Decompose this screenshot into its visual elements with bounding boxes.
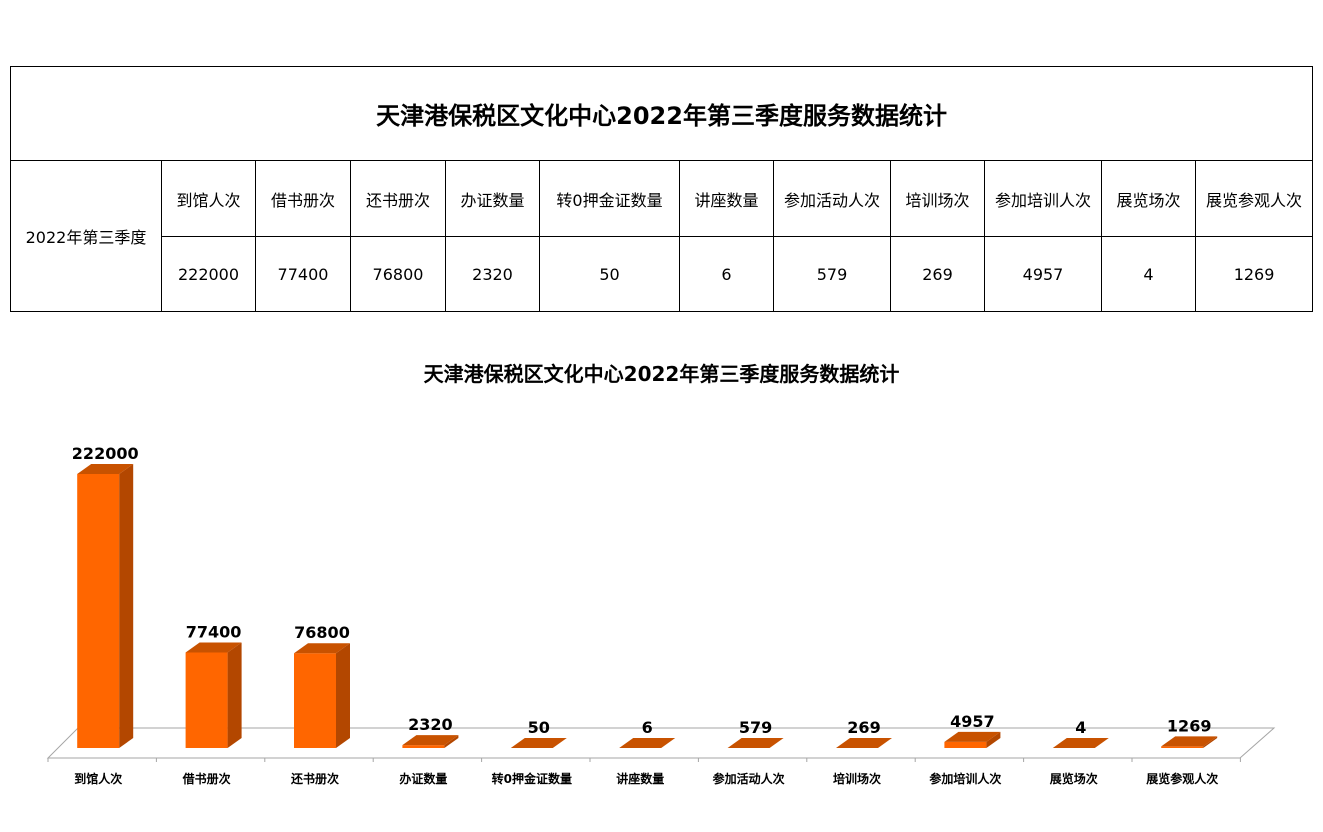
category-label: 办证数量 [399,771,447,786]
bar-value-label: 76800 [294,623,350,642]
period-cell: 2022年第三季度 [10,160,162,312]
bar-value-label: 77400 [186,622,242,641]
bar-top [944,731,1001,742]
bar-top [77,464,134,474]
bar-front [1161,746,1204,748]
bar-top [185,642,242,653]
bar-front [294,653,336,748]
category-label: 借书册次 [182,771,231,786]
table-value-row: 222000 77400 76800 2320 50 6 579 269 495… [11,236,1314,312]
chart-title: 天津港保税区文化中心2022年第三季度服务数据统计 [423,362,900,386]
bar-front [77,474,120,748]
value-cell: 2320 [445,236,540,312]
table-header-row: 2022年第三季度 到馆人次 借书册次 还书册次 办证数量 转0押金证数量 讲座… [10,160,1314,312]
category-label: 转0押金证数量 [492,771,572,786]
value-cell: 6 [679,236,774,312]
category-label: 讲座数量 [616,771,664,786]
bar-top [1052,738,1109,748]
value-cell: 1269 [1194,236,1314,312]
stats-table: 天津港保税区文化中心2022年第三季度服务数据统计 2022年第三季度 到馆人次… [9,66,1314,312]
value-cell: 579 [773,236,891,312]
bar-front [402,745,445,748]
bar-value-label: 2320 [408,715,453,734]
bar-value-label: 4957 [950,712,995,731]
value-cell: 269 [890,236,985,312]
category-label: 到馆人次 [74,771,122,786]
bar-side [336,643,350,748]
header-cell: 参加培训人次 [984,160,1102,237]
value-cell: 77400 [255,236,351,312]
category-label: 参加活动人次 [713,771,785,786]
bar-side [444,735,459,748]
bar-side [1203,736,1218,748]
header-cell: 讲座数量 [679,160,774,237]
bar-top [510,738,567,748]
table-title: 天津港保税区文化中心2022年第三季度服务数据统计 [9,66,1314,161]
bar-value-label: 579 [739,718,772,737]
header-cell: 参加活动人次 [773,160,891,237]
category-label: 培训场次 [833,771,881,786]
bar-side [119,464,134,748]
bar-value-label: 50 [528,718,550,737]
bar-top [727,738,784,748]
value-cell: 4957 [984,236,1102,312]
bar-side [986,731,1001,748]
bar-front [185,652,228,748]
bar-top [402,735,459,746]
category-label: 参加培训人次 [929,771,1001,786]
bar-value-label: 6 [642,718,653,737]
bar-value-label: 1269 [1167,716,1212,735]
category-label: 还书册次 [290,771,339,786]
header-cell: 培训场次 [890,160,985,237]
bar-value-label: 269 [847,718,880,737]
bar-side [227,642,242,748]
category-label: 展览参观人次 [1146,771,1218,786]
bar-top [619,738,676,748]
header-cell: 借书册次 [255,160,351,237]
header-cell: 还书册次 [350,160,446,237]
bar-top [1161,736,1218,747]
value-cell: 50 [539,236,680,312]
header-cell: 办证数量 [445,160,540,237]
bar-value-label: 4 [1075,718,1086,737]
bar-value-label: 222000 [72,444,139,463]
bar-top [836,738,892,748]
category-label: 展览场次 [1050,771,1098,786]
bar-front [944,741,987,748]
value-cell: 222000 [161,236,256,312]
header-cell: 展览参观人次 [1194,160,1314,237]
bar-top [294,643,350,654]
